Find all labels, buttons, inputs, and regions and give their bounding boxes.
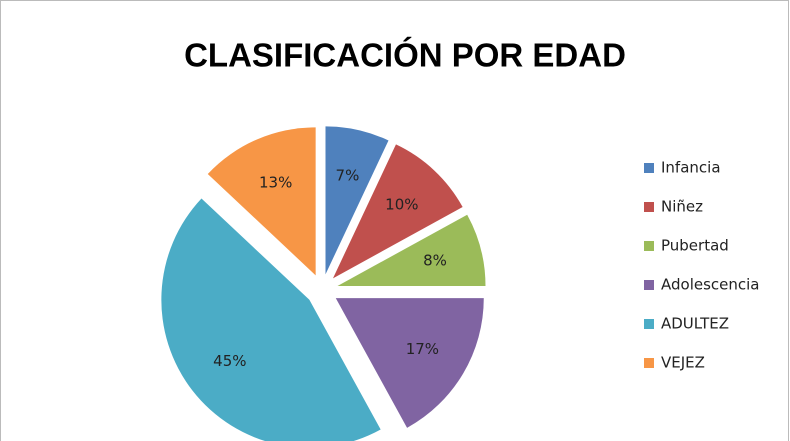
data-label: 13%	[259, 173, 292, 191]
legend-label: Adolescencia	[661, 276, 760, 294]
legend-swatch	[644, 358, 654, 368]
data-label: 8%	[423, 251, 447, 269]
legend-swatch	[644, 241, 654, 251]
pie-slice	[332, 144, 463, 279]
pie-slice	[207, 127, 316, 276]
legend-label: ADULTEZ	[661, 315, 729, 333]
legend-swatch	[644, 319, 654, 329]
data-label: 17%	[406, 340, 439, 358]
legend-label: VEJEZ	[661, 354, 705, 372]
pie-slice	[337, 214, 486, 287]
pie-slice	[325, 126, 389, 275]
data-label: 7%	[336, 167, 360, 185]
legend-swatch	[644, 202, 654, 212]
data-label: 10%	[385, 195, 418, 213]
legend-label: Niñez	[661, 198, 703, 216]
chart-title: CLASIFICACIÓN POR EDAD	[184, 37, 626, 74]
data-label: 45%	[213, 352, 246, 370]
pie-slice	[161, 198, 381, 441]
legend-label: Infancia	[661, 159, 721, 177]
pie-slice	[335, 298, 484, 428]
legend-swatch	[644, 280, 654, 290]
legend-swatch	[644, 163, 654, 173]
legend-label: Pubertad	[661, 237, 729, 255]
